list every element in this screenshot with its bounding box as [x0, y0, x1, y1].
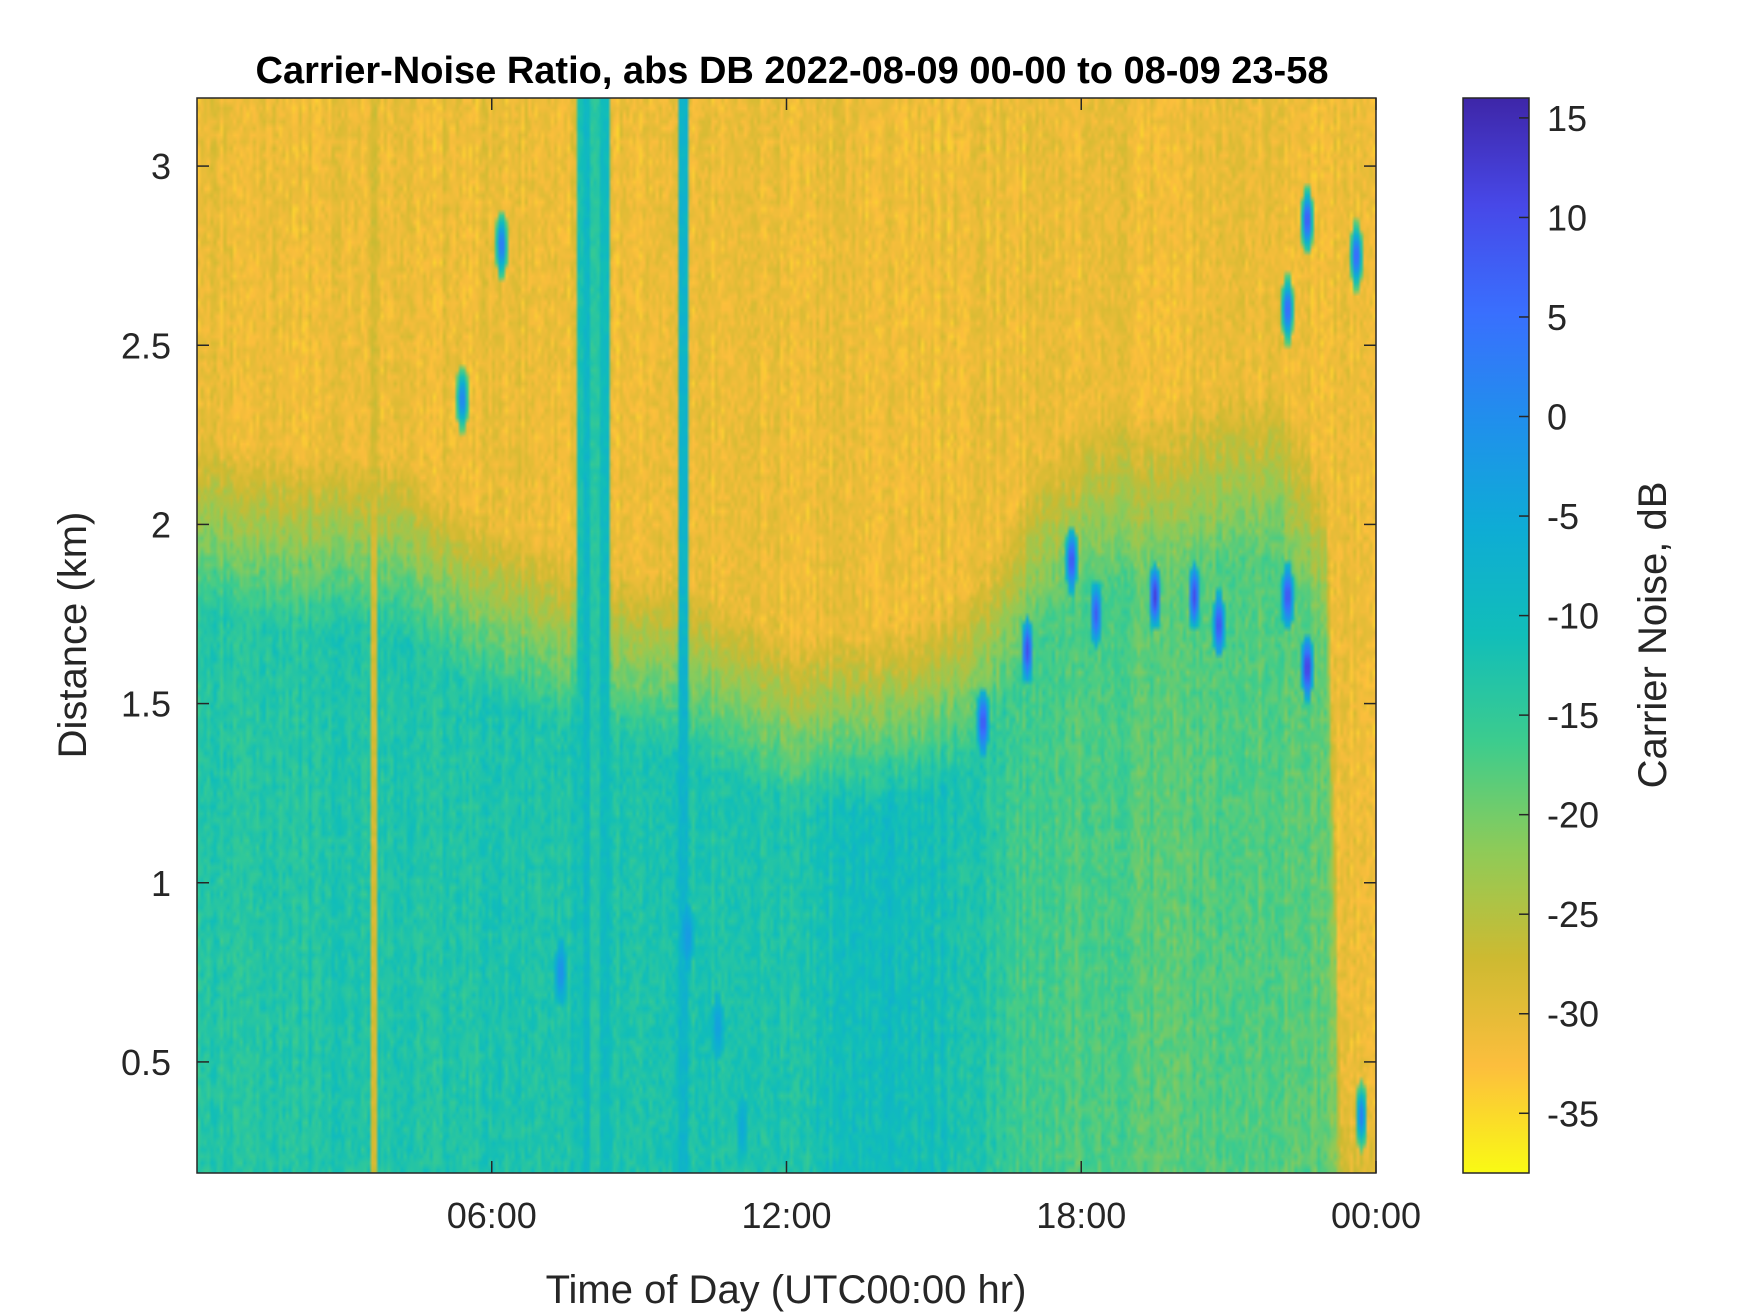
colorbar-tick-label: 10 [1547, 197, 1587, 238]
y-tick-label: 2 [151, 504, 171, 545]
heatmap [197, 98, 1376, 1173]
y-tick-label: 3 [151, 146, 171, 187]
chart-title: Carrier-Noise Ratio, abs DB 2022-08-09 0… [256, 50, 1329, 92]
colorbar-tick-label: -10 [1547, 596, 1599, 637]
x-tick-label: 18:00 [1036, 1195, 1126, 1236]
y-tick-label: 1 [151, 863, 171, 904]
colorbar-tick-label: -25 [1547, 894, 1599, 935]
y-tick-label: 2.5 [121, 325, 171, 366]
y-tick-label: 0.5 [121, 1042, 171, 1083]
colorbar-tick-label: -35 [1547, 1093, 1599, 1134]
colorbar-tick-label: 0 [1547, 397, 1567, 438]
x-tick-label: 06:00 [447, 1195, 537, 1236]
x-tick-label: 12:00 [741, 1195, 831, 1236]
plot-area [196, 97, 1377, 1174]
colorbar-tick-label: -15 [1547, 695, 1599, 736]
colorbar-gradient [1463, 98, 1529, 1173]
colorbar-tick-label: -30 [1547, 994, 1599, 1035]
colorbar-label: Carrier Noise, dB [1631, 482, 1675, 789]
colorbar-tick-label: 5 [1547, 297, 1567, 338]
y-tick-label: 1.5 [121, 684, 171, 725]
colorbar: 15 10 5 0 -5 -10 -15 -20 -25 -30 -35 [1462, 97, 1599, 1174]
colorbar-ticks: 15 10 5 0 -5 -10 -15 -20 -25 -30 -35 [1519, 98, 1599, 1134]
colorbar-tick-label: -5 [1547, 496, 1579, 537]
colorbar-tick-label: 15 [1547, 98, 1587, 139]
y-axis: 0.5 1 1.5 2 2.5 3 [121, 146, 1376, 1083]
x-axis: 06:00 12:00 18:00 00:00 [447, 98, 1421, 1236]
colorbar-frame [1462, 97, 1530, 1174]
x-axis-label: Time of Day (UTC00:00 hr) [546, 1268, 1027, 1312]
x-tick-label: 00:00 [1331, 1195, 1421, 1236]
colorbar-tick-label: -20 [1547, 795, 1599, 836]
y-axis-label: Distance (km) [51, 512, 95, 759]
